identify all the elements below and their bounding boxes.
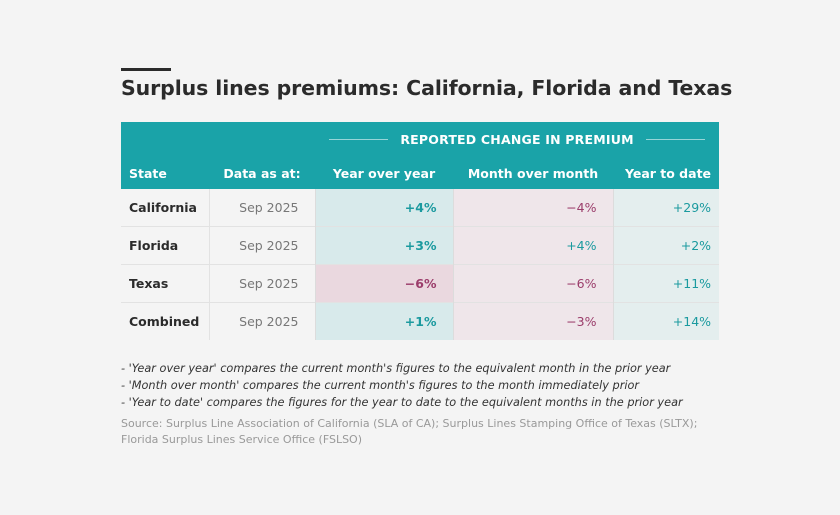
mom-cell: −3% bbox=[453, 302, 613, 340]
source-note: Source: Surplus Line Association of Cali… bbox=[121, 417, 698, 446]
footnotes: - 'Year over year' compares the current … bbox=[121, 360, 721, 411]
table-row: California Sep 2025 +4% −4% +29% bbox=[121, 189, 720, 227]
table-header-row: State Data as at: Year over year Month o… bbox=[121, 157, 720, 189]
column-header-year-over-year: Year over year bbox=[315, 157, 453, 189]
table-row: Texas Sep 2025 −6% −6% +11% bbox=[121, 264, 720, 303]
table-group-header-row: REPORTED CHANGE IN PREMIUM bbox=[121, 122, 720, 157]
ytd-cell: +2% bbox=[612, 226, 720, 265]
state-cell: Texas bbox=[121, 264, 209, 303]
group-header-cell: REPORTED CHANGE IN PREMIUM bbox=[315, 122, 720, 157]
header-spacer bbox=[121, 122, 315, 157]
group-header-rule-left bbox=[329, 139, 389, 140]
page-title: Surplus lines premiums: California, Flor… bbox=[121, 76, 733, 100]
state-cell: California bbox=[121, 189, 209, 227]
yoy-cell: −6% bbox=[314, 264, 454, 303]
ytd-cell: +14% bbox=[612, 302, 720, 340]
table-row: Florida Sep 2025 +3% +4% +2% bbox=[121, 226, 720, 265]
yoy-cell: +3% bbox=[314, 226, 454, 265]
date-cell: Sep 2025 bbox=[208, 302, 315, 340]
yoy-cell: +4% bbox=[314, 189, 454, 227]
footnote-month-over-month: - 'Month over month' compares the curren… bbox=[121, 379, 640, 392]
column-header-year-to-date: Year to date bbox=[613, 157, 720, 189]
state-cell: Florida bbox=[121, 226, 209, 265]
mom-cell: +4% bbox=[453, 226, 613, 265]
premium-table: REPORTED CHANGE IN PREMIUM State Data as… bbox=[121, 122, 720, 340]
footnote-year-over-year: - 'Year over year' compares the current … bbox=[121, 362, 671, 375]
date-cell: Sep 2025 bbox=[208, 189, 315, 227]
ytd-cell: +11% bbox=[612, 264, 720, 303]
table-row: Combined Sep 2025 +1% −3% +14% bbox=[121, 302, 720, 340]
column-header-month-over-month: Month over month bbox=[453, 157, 613, 189]
ytd-cell: +29% bbox=[612, 189, 720, 227]
mom-cell: −4% bbox=[453, 189, 613, 227]
group-header-label: REPORTED CHANGE IN PREMIUM bbox=[400, 132, 634, 147]
group-header-rule-right bbox=[645, 139, 706, 140]
date-cell: Sep 2025 bbox=[208, 264, 315, 303]
date-cell: Sep 2025 bbox=[208, 226, 315, 265]
mom-cell: −6% bbox=[453, 264, 613, 303]
footnote-year-to-date: - 'Year to date' compares the figures fo… bbox=[121, 396, 683, 409]
yoy-cell: +1% bbox=[314, 302, 454, 340]
state-cell: Combined bbox=[121, 302, 209, 340]
column-header-date: Data as at: bbox=[209, 157, 315, 189]
title-accent-bar bbox=[121, 68, 171, 71]
column-header-state: State bbox=[121, 157, 209, 189]
